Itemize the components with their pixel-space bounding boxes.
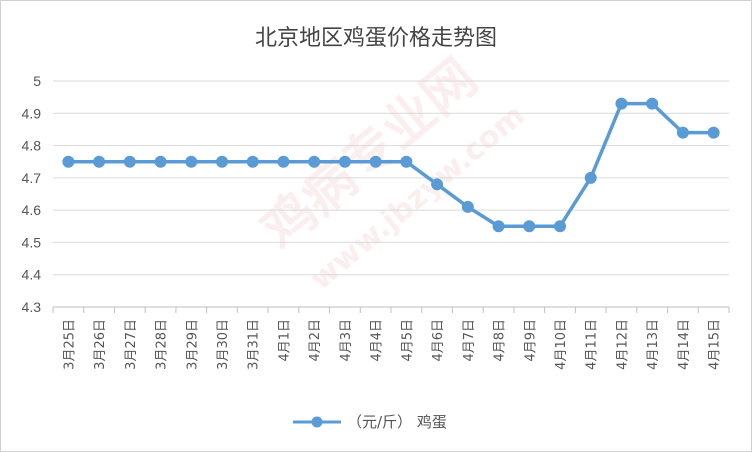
data-point: [123, 155, 136, 168]
data-point: [615, 97, 628, 110]
y-tick-label: 4.3: [22, 299, 42, 315]
data-point: [62, 155, 75, 168]
x-tick-label: 4月9日: [523, 319, 538, 362]
y-tick-label: 4.8: [22, 138, 42, 154]
y-tick-label: 4.6: [22, 202, 42, 218]
y-tick-label: 4.5: [22, 234, 42, 250]
x-tick-label: 4月4日: [370, 319, 385, 362]
x-tick-label: 3月25日: [62, 319, 77, 370]
x-tick-label: 3月29日: [185, 319, 200, 370]
data-point: [646, 97, 659, 110]
x-tick-label: 3月28日: [155, 319, 170, 370]
x-tick-label: 4月6日: [431, 319, 446, 362]
data-point: [554, 220, 566, 233]
data-point: [523, 220, 536, 233]
data-point: [216, 155, 228, 168]
x-tick-label: 3月26日: [93, 319, 108, 370]
data-point: [185, 155, 198, 168]
series-layer: [62, 97, 720, 233]
x-tick-label: 4月14日: [677, 319, 692, 370]
legend-swatch-marker: [311, 416, 323, 428]
series-line: [66, 101, 716, 229]
data-point: [308, 155, 321, 168]
x-tick-label: 4月5日: [400, 319, 415, 362]
x-tick-label: 3月27日: [124, 319, 139, 370]
legend: （元/斤） 鸡蛋: [293, 413, 447, 431]
data-point: [246, 155, 259, 168]
x-tick-label: 4月8日: [493, 319, 508, 362]
data-point: [461, 200, 474, 213]
x-tick-label: 4月3日: [339, 319, 354, 362]
x-tick-label: 4月1日: [277, 319, 292, 362]
x-tick-label: 4月11日: [585, 319, 600, 370]
y-tick-label: 4.4: [22, 267, 42, 283]
x-tick-label: 4月13日: [646, 319, 661, 370]
x-tick-label: 4月10日: [554, 319, 569, 370]
data-point: [431, 178, 444, 191]
legend-label: （元/斤） 鸡蛋: [347, 413, 447, 431]
data-point: [338, 155, 351, 168]
x-tick-label: 3月31日: [247, 319, 262, 370]
x-tick-label: 4月12日: [615, 319, 630, 370]
data-point: [154, 155, 167, 168]
data-point: [492, 220, 505, 233]
y-tick-label: 4.7: [22, 170, 42, 186]
data-point: [400, 155, 413, 168]
x-tick-label: 4月2日: [308, 319, 323, 362]
data-point: [277, 155, 290, 168]
y-tick-label: 5: [33, 73, 41, 89]
chart-title: 北京地区鸡蛋价格走势图: [255, 26, 497, 51]
axes: 4.3 4.4 4.5 4.6 4.7 4.8 4.9 5 3月25日 3月26日 3月27日 3月2…: [22, 73, 730, 370]
y-tick-label: 4.9: [22, 105, 42, 121]
data-point: [584, 171, 597, 184]
x-tick-label: 4月15日: [708, 319, 723, 370]
data-point: [369, 155, 382, 168]
data-point: [676, 126, 689, 139]
data-point: [93, 155, 106, 168]
x-tick-label: 4月7日: [462, 319, 477, 362]
x-tick-label: 3月30日: [216, 319, 231, 370]
watermark: 鸡病专业网 www.jbzyw.com: [251, 48, 532, 297]
data-point: [707, 126, 720, 139]
